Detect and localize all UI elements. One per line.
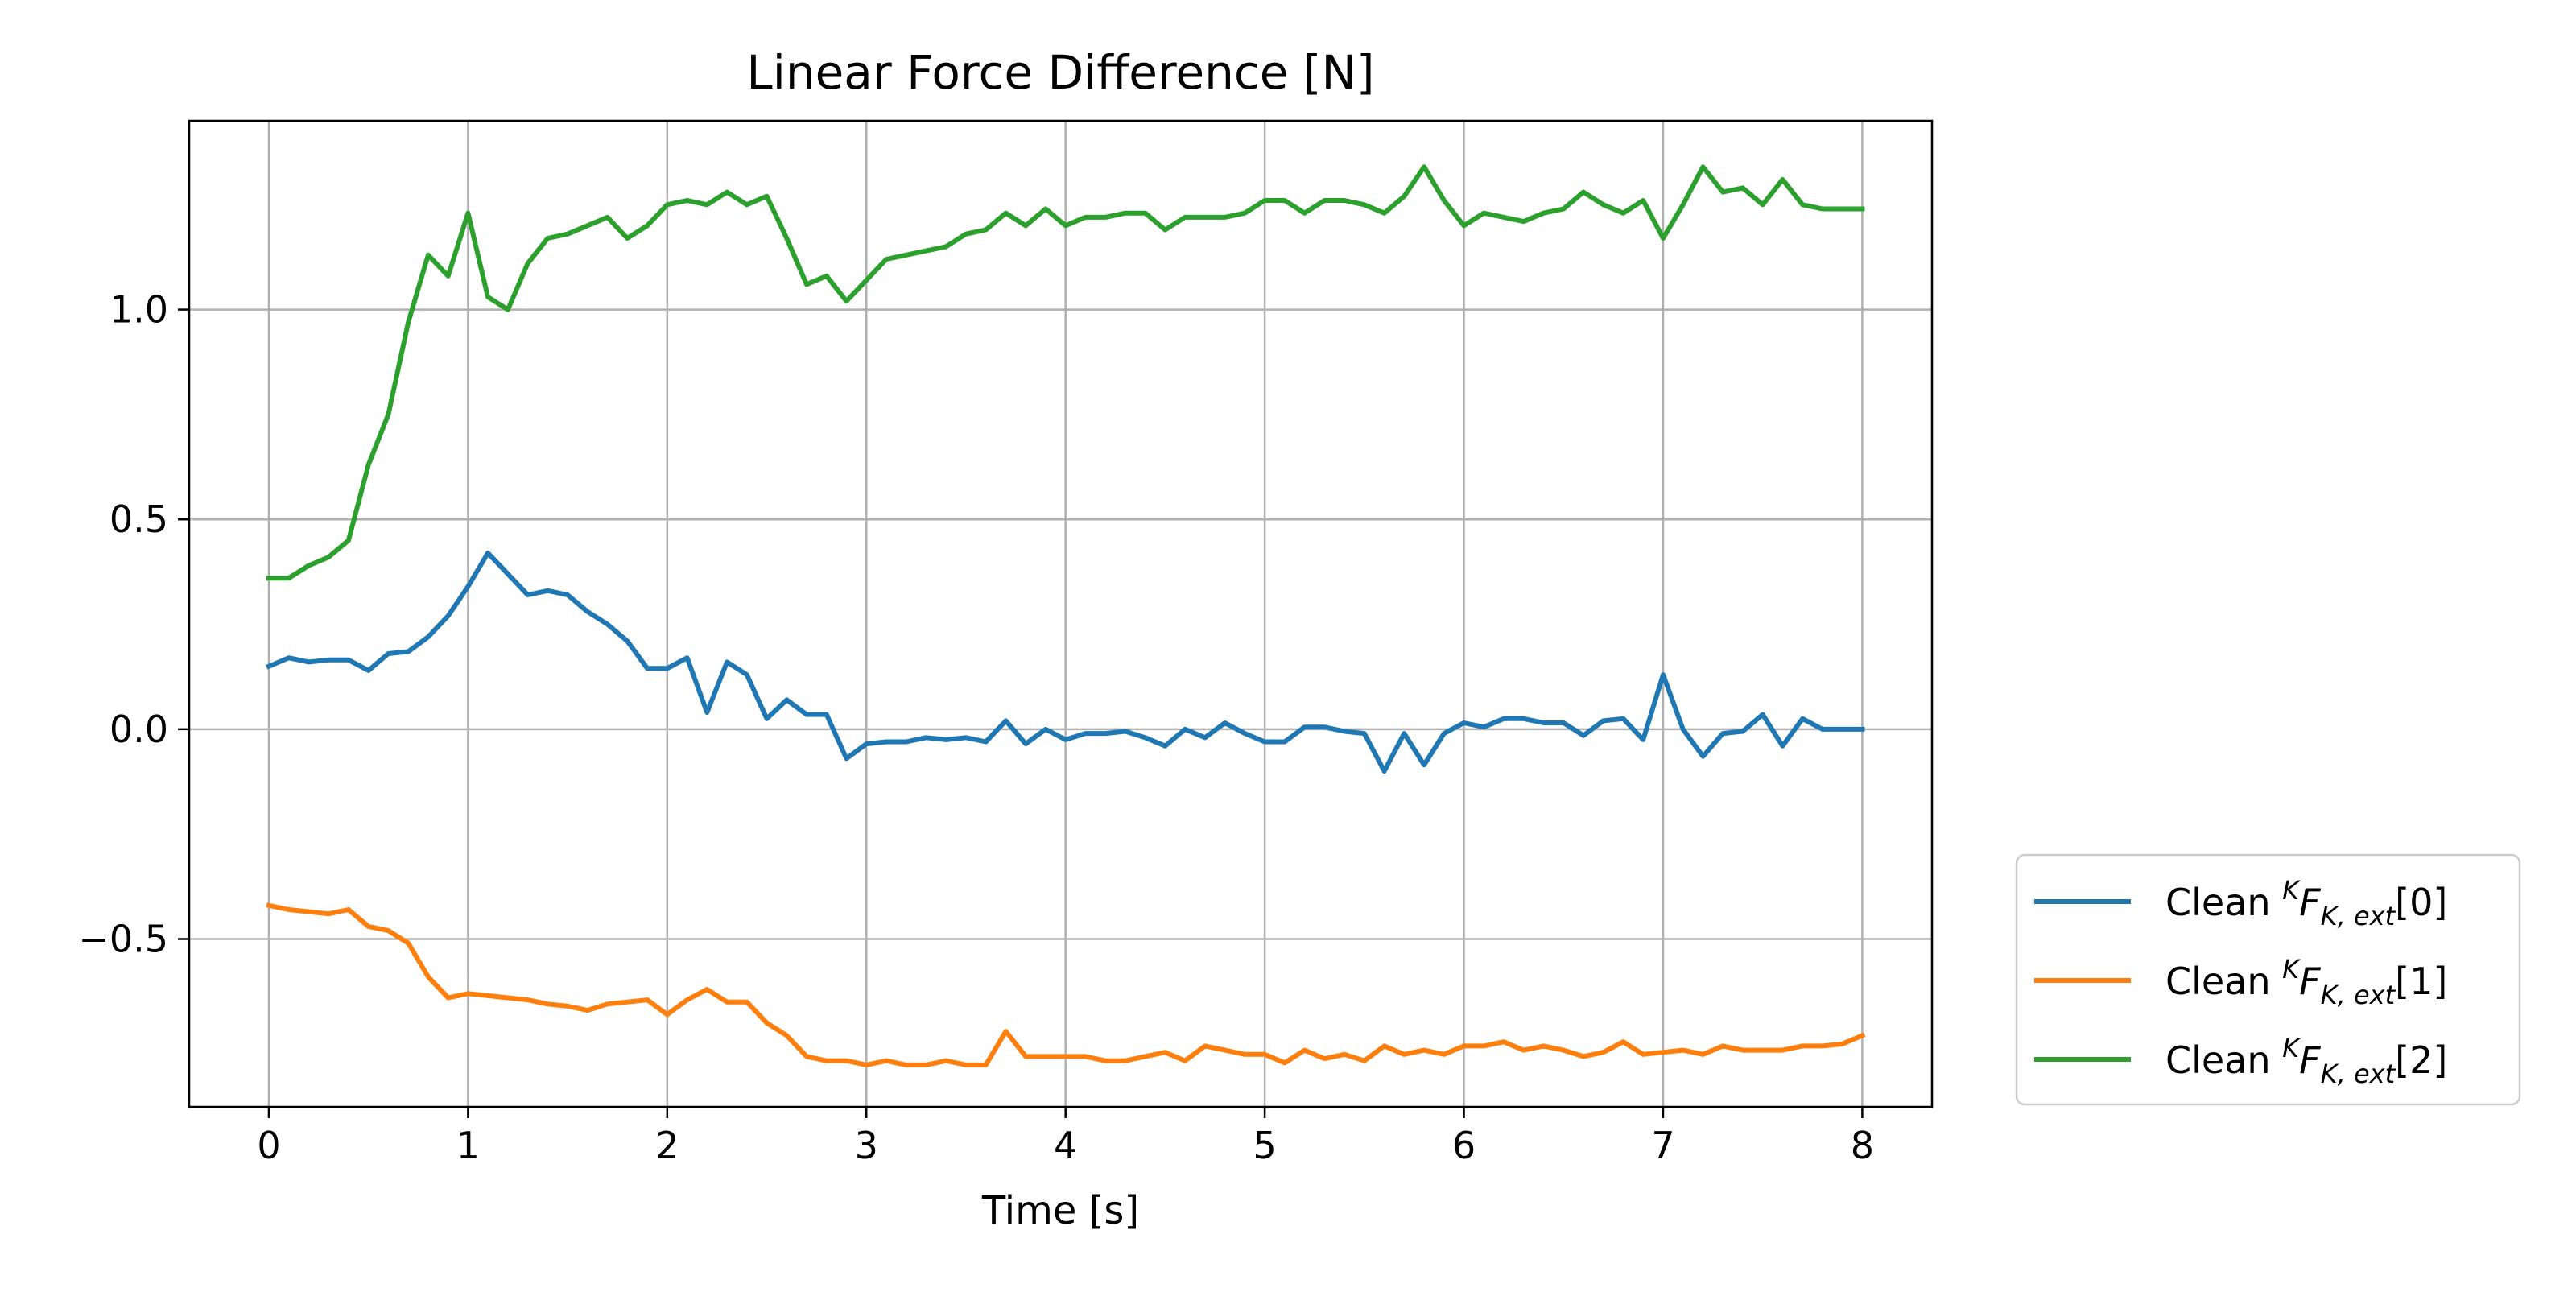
- legend: Clean KFK, ext[0] Clean KFK, ext[1] Clean …: [2015, 853, 2521, 1106]
- legend-label-0: Clean KFK, ext[0]: [2165, 875, 2447, 931]
- y-tick-label: −0.5: [78, 917, 168, 960]
- x-tick-label: 6: [1452, 1124, 1476, 1167]
- series-line-0: [266, 550, 1865, 774]
- x-tick-label: 1: [456, 1124, 480, 1167]
- grid-lines: [189, 121, 1932, 1107]
- chart-title: Linear Force Difference [N]: [746, 45, 1374, 100]
- x-tick-label: 0: [257, 1124, 280, 1167]
- legend-label-2: Clean KFK, ext[2]: [2165, 1033, 2447, 1089]
- axis-ticks: 0 1 2 3 4 5 6 7 8 −0.5 0.0 0.5 1.0: [78, 288, 1874, 1167]
- y-tick-label: 0.0: [109, 708, 168, 751]
- series-line-1: [266, 902, 1866, 1067]
- x-tick-label: 7: [1651, 1124, 1674, 1167]
- axes-frame: [188, 119, 1934, 1108]
- x-tick-label: 8: [1851, 1124, 1874, 1167]
- x-tick-label: 5: [1253, 1124, 1276, 1167]
- y-tick-label: 0.5: [109, 497, 168, 541]
- legend-box: [2015, 853, 2521, 1106]
- x-tick-label: 4: [1054, 1124, 1077, 1167]
- x-axis-label: Time [s]: [981, 1188, 1139, 1233]
- y-tick-label: 1.0: [109, 288, 168, 332]
- x-tick-label: 2: [655, 1124, 679, 1167]
- series-line-2: [266, 164, 1865, 581]
- series-lines: [266, 164, 1866, 1067]
- legend-label-1: Clean KFK, ext[1]: [2165, 954, 2447, 1010]
- x-tick-label: 3: [855, 1124, 878, 1167]
